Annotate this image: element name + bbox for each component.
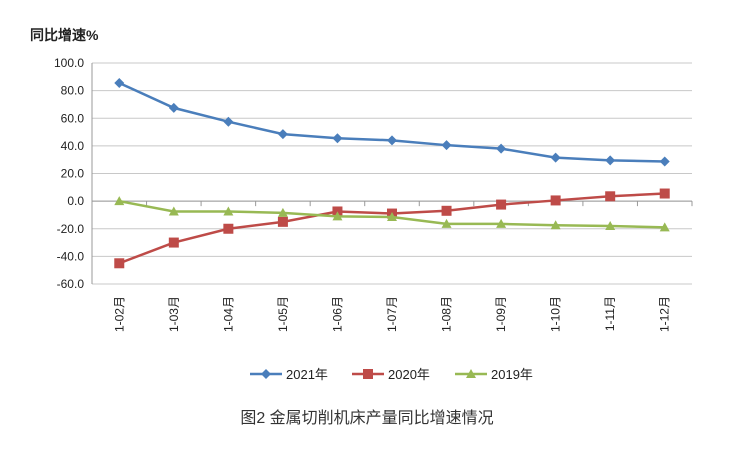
y-tick-label: 0.0: [67, 194, 84, 208]
data-point: [223, 223, 234, 234]
x-tick-label: 1-12月: [658, 296, 672, 332]
y-tick-label: 20.0: [61, 167, 85, 181]
data-point: [496, 199, 507, 210]
data-point: [277, 129, 288, 140]
y-tick-label: 100.0: [54, 56, 84, 70]
legend-marker: [363, 369, 373, 379]
data-point: [659, 156, 670, 167]
y-tick-label: -40.0: [57, 249, 85, 263]
data-point: [550, 152, 561, 163]
data-point: [550, 220, 561, 230]
x-tick-label: 1-07月: [385, 296, 399, 332]
data-point: [277, 207, 288, 217]
data-point: [441, 205, 452, 216]
x-tick-label: 1-02月: [112, 296, 126, 332]
data-point: [605, 155, 616, 166]
data-point: [659, 222, 670, 232]
series-line-2021年: [118, 81, 665, 163]
x-tick-label: 1-05月: [276, 296, 290, 332]
data-point: [168, 237, 179, 248]
y-tick-label: 60.0: [61, 111, 85, 125]
data-point: [168, 206, 179, 216]
data-point: [332, 211, 343, 221]
x-tick-label: 1-10月: [549, 296, 563, 332]
data-point: [387, 212, 397, 222]
data-point: [332, 133, 343, 144]
legend-label: 2020年: [388, 367, 430, 382]
data-point: [605, 220, 616, 230]
data-point: [441, 218, 452, 228]
data-point: [441, 140, 452, 151]
data-point: [114, 258, 125, 269]
data-point: [223, 206, 234, 216]
x-tick-label: 1-06月: [330, 296, 344, 332]
chart-title: 图2 金属切削机床产量同比增速情况: [240, 409, 493, 427]
data-point: [114, 196, 125, 206]
x-tick-label: 1-11月: [603, 296, 617, 331]
data-point: [605, 191, 616, 202]
data-point: [223, 116, 234, 127]
x-tick-label: 1-09月: [494, 296, 508, 332]
y-axis-label: 同比增速%: [30, 27, 99, 43]
data-point: [387, 135, 397, 146]
y-tick-label: -20.0: [57, 222, 85, 236]
y-tick-label: 80.0: [61, 84, 85, 98]
x-tick-label: 1-04月: [221, 296, 235, 332]
x-tick-label: 1-08月: [440, 296, 454, 332]
legend-label: 2019年: [491, 367, 533, 382]
data-point: [496, 143, 507, 154]
data-point: [114, 78, 125, 89]
data-point: [168, 102, 179, 113]
y-tick-label: 40.0: [61, 139, 85, 153]
data-point: [277, 216, 288, 227]
legend-marker: [261, 369, 271, 379]
data-point: [496, 218, 507, 228]
data-point: [659, 188, 670, 199]
y-tick-label: -60.0: [57, 277, 85, 291]
legend-marker: [466, 369, 476, 378]
legend-label: 2021年: [286, 367, 328, 382]
data-point: [550, 195, 561, 206]
x-tick-label: 1-03月: [167, 296, 181, 332]
